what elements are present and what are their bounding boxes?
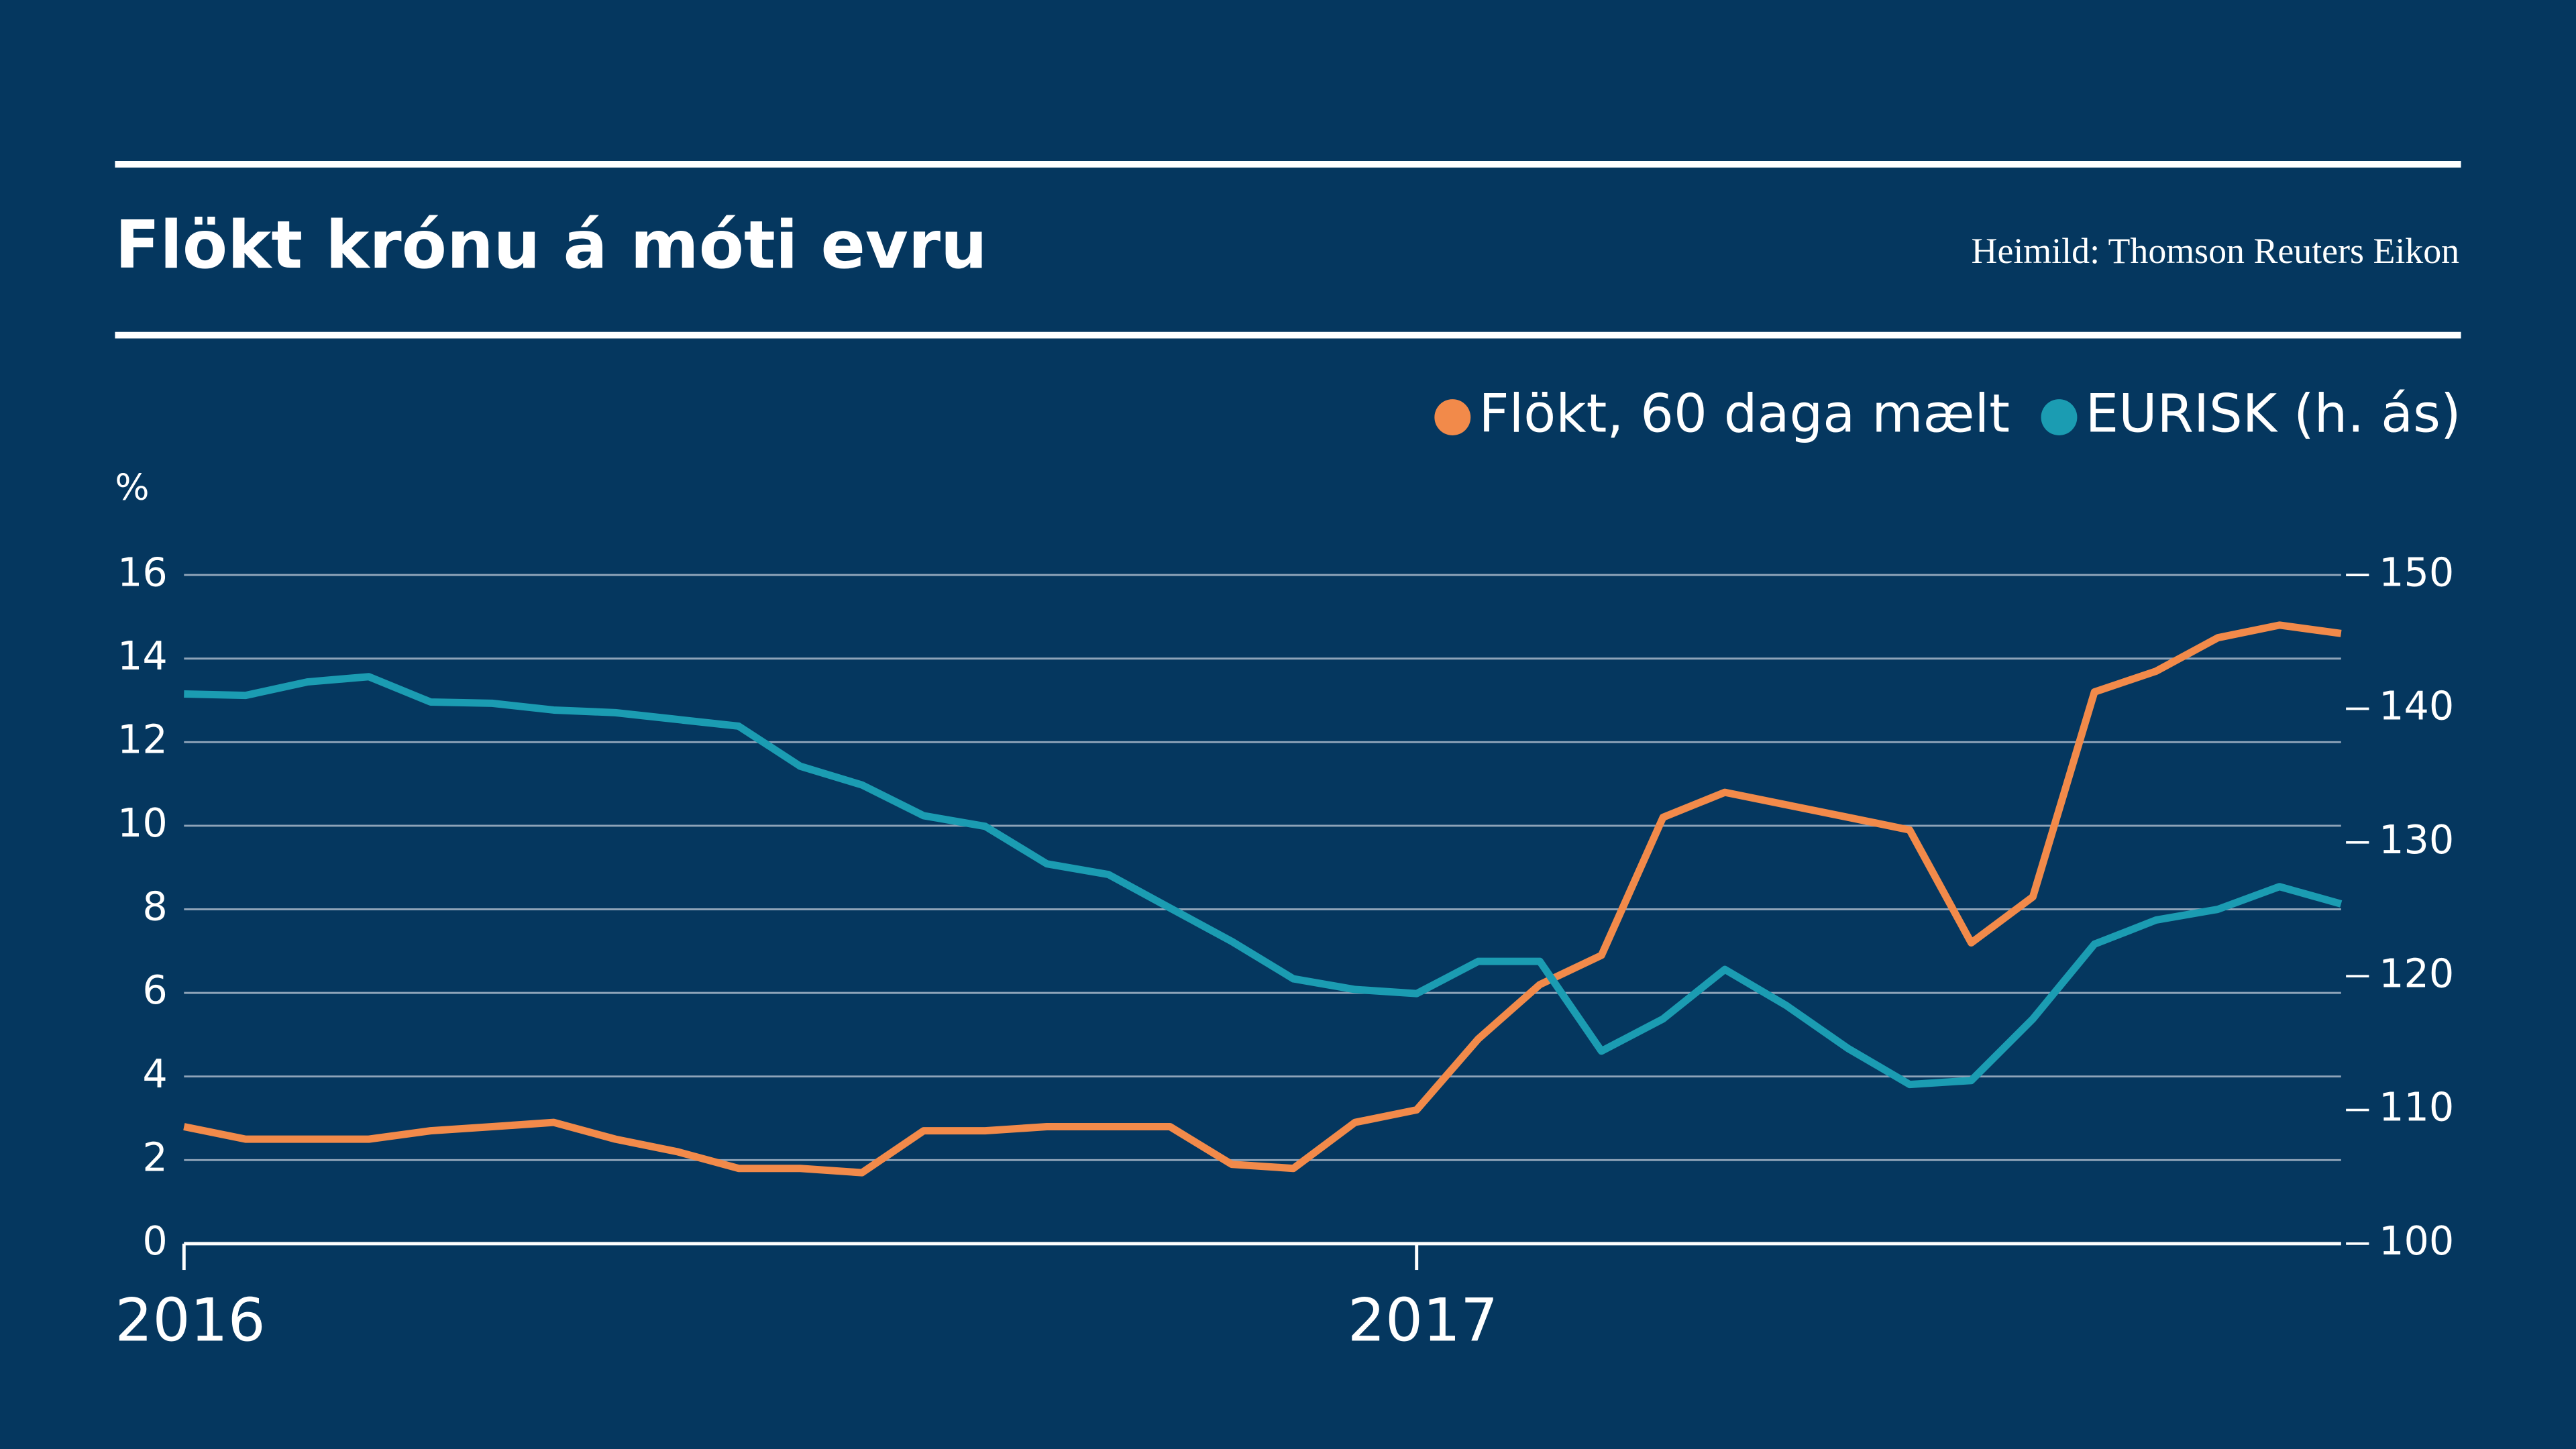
source: Heimild: Thomson Reuters Eikon: [1972, 231, 2460, 271]
y-tick-label: 8: [142, 883, 167, 930]
y2-tick-label: 120: [2379, 950, 2454, 996]
legend-label: Flökt, 60 daga mælt: [1479, 384, 2010, 445]
y2-tick-label: 100: [2379, 1218, 2454, 1264]
legend-marker: [1434, 399, 1471, 435]
y-tick-label: 10: [117, 800, 168, 846]
y-tick-label: 14: [117, 633, 168, 679]
y-tick-label: 12: [117, 716, 168, 762]
legend-marker: [2041, 399, 2078, 435]
y-tick-label: 4: [142, 1051, 167, 1097]
y-tick-label: 0: [142, 1218, 167, 1264]
series-line: [184, 673, 2343, 1089]
chart-title: Flökt krónu á móti evru: [115, 207, 987, 284]
x-tick-label: 2016: [115, 1285, 265, 1354]
y-tick-label: 6: [142, 967, 167, 1013]
series-line: [183, 621, 2342, 1177]
y2-tick-label: 130: [2379, 816, 2454, 863]
y-tick-label: 16: [117, 549, 168, 595]
y2-tick-label: 150: [2379, 549, 2454, 595]
y2-tick-label: 140: [2379, 683, 2454, 729]
y-tick-label: 2: [142, 1134, 167, 1180]
y2-tick-label: 110: [2379, 1084, 2454, 1130]
y-axis-label: %: [115, 466, 149, 508]
x-tick-label: 2017: [1348, 1285, 1498, 1354]
legend-label: EURISK (h. ás): [2086, 384, 2461, 445]
